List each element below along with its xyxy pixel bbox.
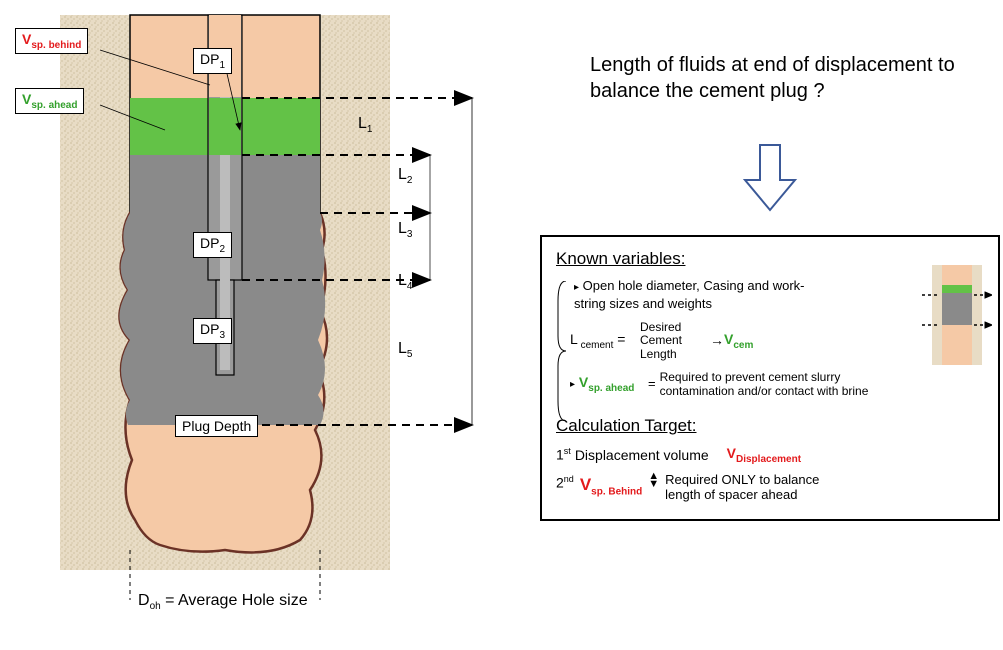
info-box: Known variables: ▸ Open hole diameter, C… xyxy=(540,235,1000,521)
l1-label: L1 xyxy=(358,115,372,135)
dp1-label: DP1 xyxy=(193,48,232,74)
known-variables-title: Known variables: xyxy=(556,247,984,271)
calc2-prefix: 2nd xyxy=(556,473,574,493)
vcem-arrow: → xyxy=(710,331,724,351)
vsp-behind-var: Vsp. Behind xyxy=(580,473,642,499)
wellbore-diagram: Vsp. behind Vsp. ahead DP1 DP2 DP3 Plug … xyxy=(10,10,500,640)
lcement-var: L cement = xyxy=(570,330,640,353)
mini-diagram xyxy=(922,265,992,375)
l2-label: L2 xyxy=(398,166,412,186)
vdisplacement-var: VDisplacement xyxy=(727,444,801,467)
l5-label: L5 xyxy=(398,340,412,360)
updown-arrow-icon: ▲▼ xyxy=(648,473,659,488)
vsp-ahead-desc: Required to prevent cement slurry contam… xyxy=(660,371,900,399)
down-arrow-icon xyxy=(740,140,800,220)
known-line1: ▸ Open hole diameter, Casing and work-st… xyxy=(570,277,825,313)
l4-label: L4 xyxy=(398,272,412,292)
dp3-label: DP3 xyxy=(193,318,232,344)
lcement-desc: Desired Cement Length xyxy=(640,321,710,361)
calc2-desc: Required ONLY to balance length of space… xyxy=(665,473,855,503)
calc-target-title: Calculation Target: xyxy=(556,414,984,438)
brace-icon xyxy=(556,281,568,421)
l3-label: L3 xyxy=(398,220,412,240)
d-oh-label: Doh = Average Hole size xyxy=(138,592,308,612)
question-text: Length of fluids at end of displacement … xyxy=(590,52,970,104)
vsp-ahead-label: Vsp. ahead xyxy=(15,88,84,114)
right-panel: Length of fluids at end of displacement … xyxy=(500,10,990,640)
calc1-text: Displacement volume xyxy=(575,446,709,466)
vsp-behind-label: Vsp. behind xyxy=(15,28,88,54)
vsp-ahead-var: ▸ Vsp. ahead xyxy=(570,373,648,396)
dp2-label: DP2 xyxy=(193,232,232,258)
plug-depth-label: Plug Depth xyxy=(175,415,258,437)
calc1-prefix: 1st xyxy=(556,445,571,465)
vcem-var: Vcem xyxy=(724,330,753,353)
